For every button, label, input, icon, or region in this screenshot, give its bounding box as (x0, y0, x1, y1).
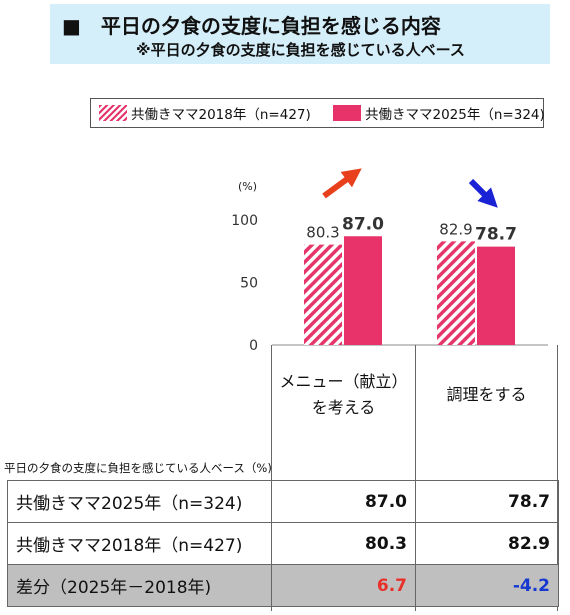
legend-item-2018: 共働きママ2018年（n=427) (99, 99, 311, 127)
category-label-cooking: 調理をする (446, 385, 527, 404)
data-label-2025-menu: 87.0 (342, 214, 384, 234)
base-note: 平日の夕食の支度に負担を感じている人ベース（%) (4, 461, 272, 475)
chart-legend: 共働きママ2018年（n=427) 共働きママ2025年（n=324) (90, 98, 545, 128)
page-title: ■ 平日の夕食の支度に負担を感じる内容 (62, 14, 441, 38)
table-row: 共働きママ2018年（n=427) 80.3 82.9 (7, 522, 559, 565)
data-label-2018-menu: 80.3 (306, 224, 339, 242)
category-divider-right (557, 345, 558, 611)
chart-plot-area: (%) 0 50 100 80.3 82.9 87.0 78.7 (231, 168, 548, 354)
row-label-2025: 共働きママ2025年（n=324) (7, 480, 272, 523)
data-label-2018-cooking: 82.9 (439, 220, 472, 238)
y-tick-label: 0 (249, 338, 258, 354)
table-row: 共働きママ2025年（n=324) 87.0 78.7 (7, 480, 559, 523)
cell-2018-menu: 80.3 (271, 522, 416, 565)
category-divider-left (271, 345, 272, 611)
table-row-diff: 差分（2025年－2018年) 6.7 -4.2 (7, 564, 559, 607)
row-label-diff: 差分（2025年－2018年) (7, 564, 272, 607)
category-label-menu: メニュー（献立） を考える (279, 372, 408, 417)
cell-2025-menu: 87.0 (271, 480, 416, 523)
legend-swatch-solid (333, 105, 361, 121)
legend-label-2018: 共働きママ2018年（n=427) (131, 107, 311, 123)
page-subtitle: ※平日の夕食の支度に負担を感じている人ベース (136, 41, 465, 59)
data-label-2025-cooking: 78.7 (475, 225, 517, 245)
y-tick-label: 100 (231, 213, 258, 229)
cell-2018-cooking: 82.9 (415, 522, 559, 565)
title-banner: ■ 平日の夕食の支度に負担を感じる内容 ※平日の夕食の支度に負担を感じている人ベ… (50, 4, 550, 64)
bar-2025-menu (344, 236, 382, 345)
trend-arrow-up-icon (322, 168, 362, 199)
legend-swatch-hatched (99, 105, 127, 121)
bar-2018-cooking (437, 241, 475, 345)
cell-2025-cooking: 78.7 (415, 480, 559, 523)
trend-arrow-down-icon (468, 178, 498, 208)
legend-item-2025: 共働きママ2025年（n=324) (333, 99, 545, 127)
bar-2025-cooking (477, 246, 515, 345)
cell-diff-cooking: -4.2 (415, 564, 559, 607)
row-label-2018: 共働きママ2018年（n=427) (7, 522, 272, 565)
bar-2018-menu (304, 244, 342, 345)
cell-diff-menu: 6.7 (271, 564, 416, 607)
y-tick-label: 50 (240, 276, 258, 292)
y-unit-label: (%) (238, 180, 257, 193)
legend-label-2025: 共働きママ2025年（n=324) (365, 107, 545, 123)
summary-table: 共働きママ2025年（n=324) 87.0 78.7 共働きママ2018年（n… (7, 480, 559, 607)
category-divider-middle (415, 345, 416, 611)
